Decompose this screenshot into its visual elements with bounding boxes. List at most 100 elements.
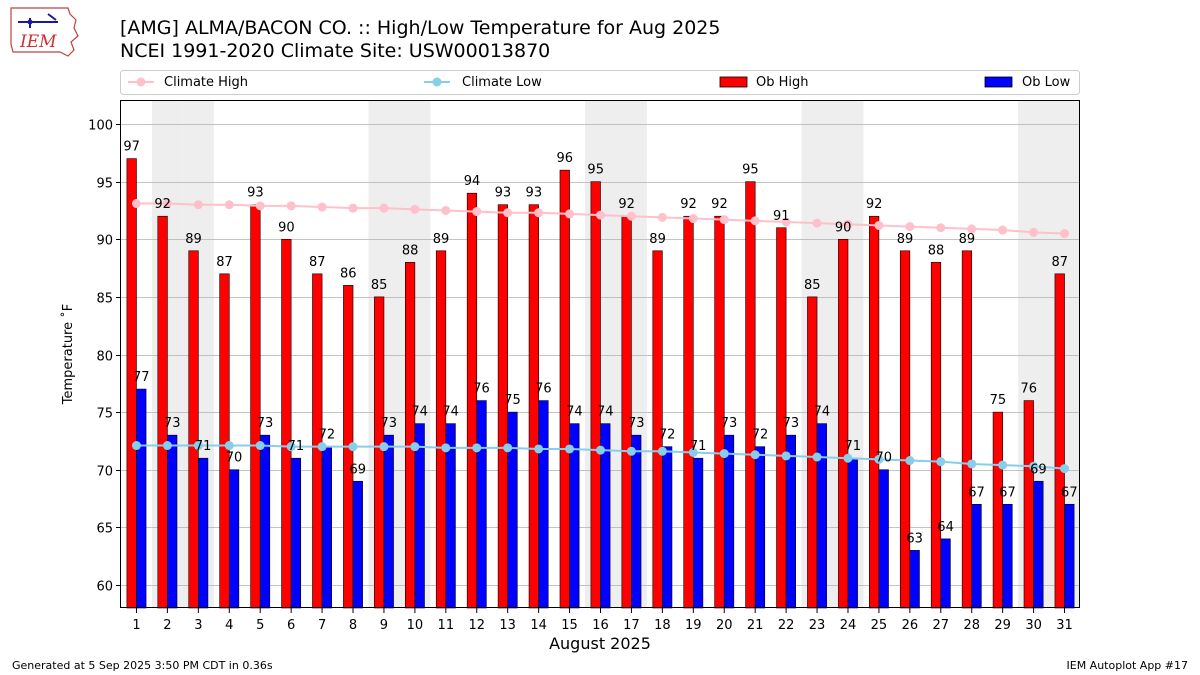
legend-item-ob-low: Ob Low — [984, 75, 1071, 90]
x-tick-label-26: 26 — [902, 618, 919, 633]
ob-high-bar-23 — [807, 296, 818, 609]
legend: Climate High Climate Low Ob High Ob Low — [120, 70, 1080, 95]
x-tick-label-5: 5 — [256, 618, 264, 633]
climate-low-point-27 — [936, 457, 946, 467]
ob-high-label-11: 89 — [433, 232, 450, 247]
x-tick-label-24: 24 — [840, 618, 857, 633]
ob-low-bar-14 — [538, 400, 549, 609]
ob-high-bar-12 — [466, 192, 478, 609]
ob-high-bar-28 — [961, 250, 973, 609]
y-tick-label-75: 75 — [96, 407, 113, 422]
legend-label-ob-high: Ob High — [756, 75, 809, 90]
ob-high-label-15: 96 — [556, 151, 573, 166]
ob-high-bar-16 — [590, 181, 601, 609]
ob-low-bar-19 — [693, 457, 704, 609]
climate-low-point-17 — [626, 446, 636, 456]
ob-low-bar-18 — [662, 446, 673, 609]
ob-low-bar-27 — [940, 538, 951, 609]
climate-low-point-13 — [503, 443, 513, 453]
ob-high-label-5: 93 — [247, 186, 264, 201]
ob-high-bar-4 — [219, 273, 230, 609]
climate-low-point-22 — [781, 451, 791, 461]
ob-low-bar-4 — [228, 469, 240, 609]
ob-low-label-3: 71 — [195, 439, 212, 454]
x-axis-label: August 2025 — [549, 634, 651, 653]
ob-high-label-23: 85 — [804, 278, 821, 293]
climate-high-point-2 — [162, 199, 172, 209]
climate-low-point-12 — [472, 443, 482, 453]
y-tick-label-100: 100 — [88, 119, 113, 134]
ob-low-label-8: 69 — [350, 462, 367, 477]
climate-low-point-9 — [379, 442, 389, 452]
climate-high-point-7 — [317, 202, 327, 212]
ob-high-bar-9 — [374, 296, 385, 609]
ob-high-bar-29 — [992, 411, 1003, 609]
climate-low-point-6 — [286, 442, 296, 452]
ob-low-label-16: 74 — [597, 405, 614, 420]
ob-high-label-3: 89 — [185, 232, 202, 247]
climate-high-point-15 — [565, 209, 575, 219]
ob-high-bar-30 — [1023, 400, 1034, 609]
ob-high-bar-21 — [745, 181, 756, 609]
ob-high-label-7: 87 — [309, 255, 326, 270]
legend-label-ob-low: Ob Low — [1022, 75, 1071, 90]
iem-logo: IEM — [8, 6, 82, 62]
climate-high-point-29 — [998, 225, 1008, 235]
climate-low-point-3 — [193, 441, 203, 451]
ob-low-label-15: 74 — [566, 405, 583, 420]
climate-low-point-8 — [348, 442, 358, 452]
ob-high-label-29: 75 — [990, 393, 1007, 408]
ob-high-label-14: 93 — [526, 186, 543, 201]
ob-high-label-16: 95 — [587, 163, 604, 178]
x-tick-label-1: 1 — [132, 618, 140, 633]
ob-low-bar-12 — [476, 400, 487, 609]
ob-high-bar-25 — [869, 215, 880, 609]
climate-lines — [131, 199, 1070, 474]
ob-high-label-12: 94 — [464, 174, 481, 189]
climate-high-point-22 — [781, 217, 791, 227]
x-tick-label-12: 12 — [468, 618, 485, 633]
ob-high-label-22: 91 — [773, 209, 790, 224]
ob-high-label-28: 89 — [959, 232, 976, 247]
climate-low-point-25 — [874, 454, 884, 464]
x-tick-label-28: 28 — [963, 618, 980, 633]
ob-low-label-30: 69 — [1030, 462, 1047, 477]
ob-low-bar-13 — [507, 411, 518, 609]
ob-high-bar-14 — [528, 204, 539, 609]
y-tick-label-90: 90 — [96, 234, 113, 249]
x-tick-label-9: 9 — [380, 618, 388, 633]
climate-low-point-21 — [750, 450, 760, 460]
ob-low-label-2: 73 — [164, 416, 181, 431]
climate-high-point-14 — [534, 208, 544, 218]
ob-low-bar-31 — [1064, 503, 1075, 609]
ob-high-bar-3 — [188, 250, 199, 609]
x-tick-label-14: 14 — [530, 618, 547, 633]
ob-low-label-23: 74 — [814, 405, 831, 420]
climate-high-point-23 — [812, 218, 822, 228]
climate-low-point-10 — [410, 442, 420, 452]
x-tick-label-8: 8 — [349, 618, 357, 633]
ob-high-label-6: 90 — [278, 220, 295, 235]
ob-low-bar-10 — [414, 423, 425, 609]
x-tick-label-22: 22 — [778, 618, 795, 633]
ob-high-bar-11 — [435, 250, 447, 609]
ob-high-bar-19 — [683, 215, 694, 609]
ob-low-label-5: 73 — [257, 416, 274, 431]
legend-label-climate-low: Climate Low — [462, 75, 542, 90]
x-tick-label-2: 2 — [163, 618, 171, 633]
climate-low-point-24 — [843, 453, 853, 463]
climate-high-point-3 — [193, 200, 203, 210]
x-tick-label-20: 20 — [716, 618, 733, 633]
climate-high-point-21 — [750, 216, 760, 226]
ob-low-label-1: 77 — [133, 370, 150, 385]
x-tick-label-6: 6 — [287, 618, 295, 633]
climate-high-point-17 — [626, 211, 636, 221]
ob-low-bar-8 — [352, 480, 363, 609]
y-tick-label-65: 65 — [96, 522, 113, 537]
y-axis-label: Temperature ˚F — [60, 304, 76, 405]
climate-high-point-4 — [224, 200, 234, 210]
climate-low-point-1 — [131, 441, 141, 451]
ob-low-label-4: 70 — [226, 451, 243, 466]
x-tick-label-13: 13 — [499, 618, 516, 633]
